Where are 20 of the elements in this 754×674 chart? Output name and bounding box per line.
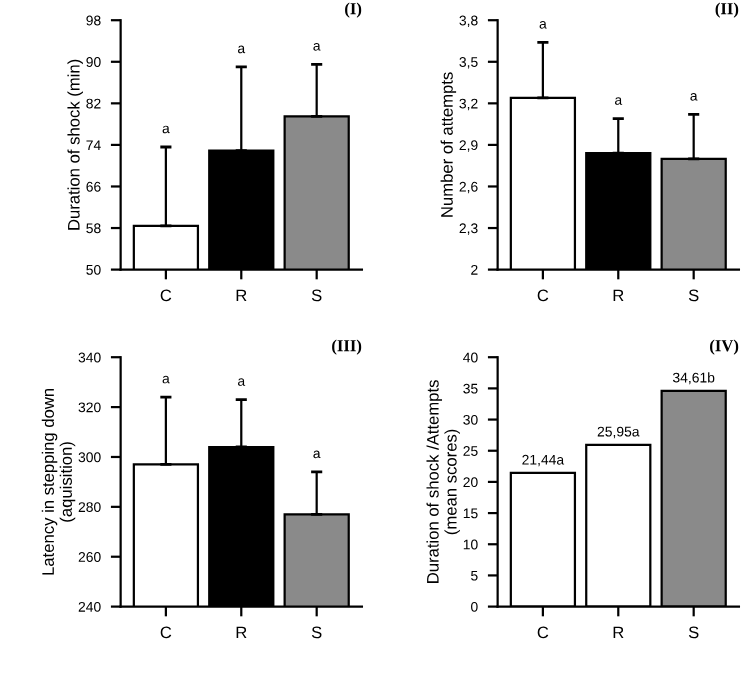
- x-tick-label: S: [688, 626, 699, 639]
- x-tick-label: R: [613, 289, 624, 302]
- text: (IV): [710, 339, 739, 355]
- x-tick-label: S: [688, 289, 699, 302]
- x-tick-label: R: [236, 289, 247, 302]
- x-tick-label: R: [236, 626, 247, 639]
- text: (III): [332, 339, 362, 355]
- x-tick-label: C: [160, 289, 172, 302]
- text: (II): [715, 2, 739, 18]
- text: (I): [345, 2, 362, 18]
- x-tick-label: S: [311, 626, 322, 639]
- y-axis-title: Duration of shock (min): [67, 59, 83, 230]
- y-axis-title: Latency in stepping down (aquisition): [41, 388, 76, 575]
- x-tick-label: C: [537, 626, 549, 639]
- y-axis-title: Duration of shock /Attempts (mean scores): [426, 380, 460, 583]
- x-tick-label: C: [160, 626, 172, 639]
- x-tick-label: R: [613, 626, 624, 639]
- y-axis-title: Number of attempts: [440, 72, 457, 217]
- x-tick-label: S: [311, 289, 322, 302]
- x-tick-label: C: [537, 289, 549, 302]
